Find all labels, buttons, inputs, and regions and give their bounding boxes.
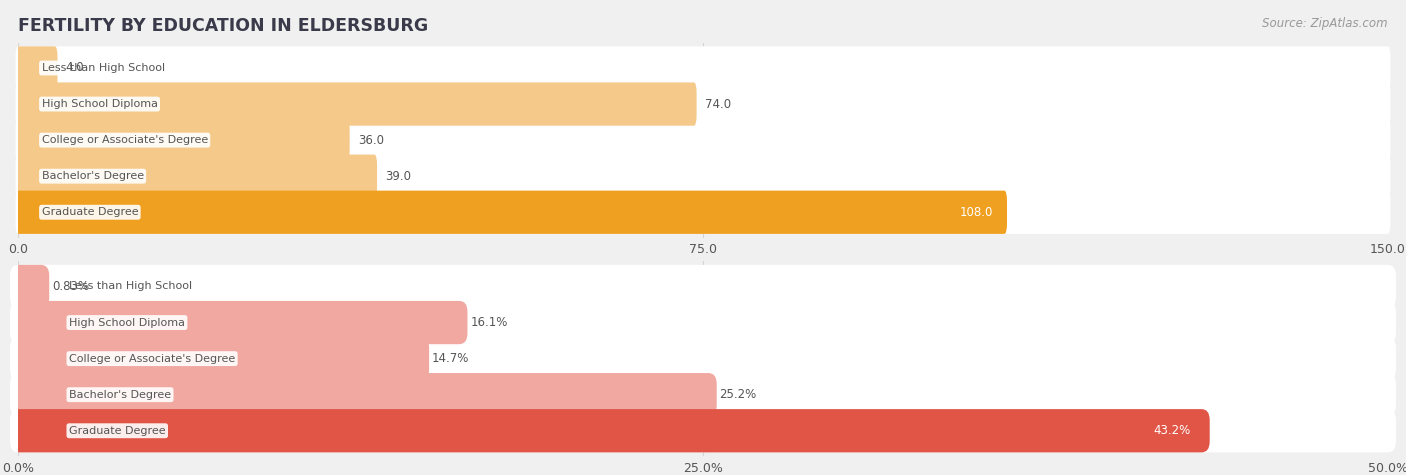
FancyBboxPatch shape [15, 118, 350, 162]
FancyBboxPatch shape [15, 190, 1007, 234]
FancyBboxPatch shape [10, 301, 1396, 344]
Text: College or Associate's Degree: College or Associate's Degree [69, 353, 235, 364]
FancyBboxPatch shape [15, 154, 377, 198]
FancyBboxPatch shape [15, 154, 1391, 198]
Text: 43.2%: 43.2% [1153, 424, 1191, 437]
FancyBboxPatch shape [15, 190, 1391, 234]
Text: FERTILITY BY EDUCATION IN ELDERSBURG: FERTILITY BY EDUCATION IN ELDERSBURG [18, 17, 429, 35]
Text: Less than High School: Less than High School [69, 282, 193, 292]
Text: College or Associate's Degree: College or Associate's Degree [42, 135, 208, 145]
FancyBboxPatch shape [15, 83, 1391, 126]
FancyBboxPatch shape [10, 373, 717, 416]
FancyBboxPatch shape [10, 301, 467, 344]
Text: 39.0: 39.0 [385, 170, 412, 183]
Text: 74.0: 74.0 [704, 97, 731, 111]
Text: Less than High School: Less than High School [42, 63, 165, 73]
Text: 0.83%: 0.83% [52, 280, 89, 293]
FancyBboxPatch shape [10, 409, 1209, 452]
Text: 4.0: 4.0 [66, 61, 84, 75]
FancyBboxPatch shape [10, 337, 429, 380]
Text: Bachelor's Degree: Bachelor's Degree [69, 390, 172, 399]
Text: 25.2%: 25.2% [720, 388, 756, 401]
FancyBboxPatch shape [15, 47, 58, 90]
FancyBboxPatch shape [10, 373, 1396, 416]
FancyBboxPatch shape [10, 265, 1396, 308]
Text: Source: ZipAtlas.com: Source: ZipAtlas.com [1263, 17, 1388, 29]
FancyBboxPatch shape [15, 47, 1391, 90]
FancyBboxPatch shape [15, 118, 1391, 162]
Text: High School Diploma: High School Diploma [42, 99, 157, 109]
Text: 16.1%: 16.1% [470, 316, 508, 329]
Text: 108.0: 108.0 [960, 206, 993, 219]
Text: 14.7%: 14.7% [432, 352, 470, 365]
FancyBboxPatch shape [15, 83, 696, 126]
Text: Bachelor's Degree: Bachelor's Degree [42, 171, 143, 181]
FancyBboxPatch shape [10, 337, 1396, 380]
Text: High School Diploma: High School Diploma [69, 318, 186, 328]
Text: Graduate Degree: Graduate Degree [42, 207, 138, 217]
Text: 36.0: 36.0 [359, 133, 384, 147]
FancyBboxPatch shape [10, 265, 49, 308]
FancyBboxPatch shape [10, 409, 1396, 452]
Text: Graduate Degree: Graduate Degree [69, 426, 166, 436]
